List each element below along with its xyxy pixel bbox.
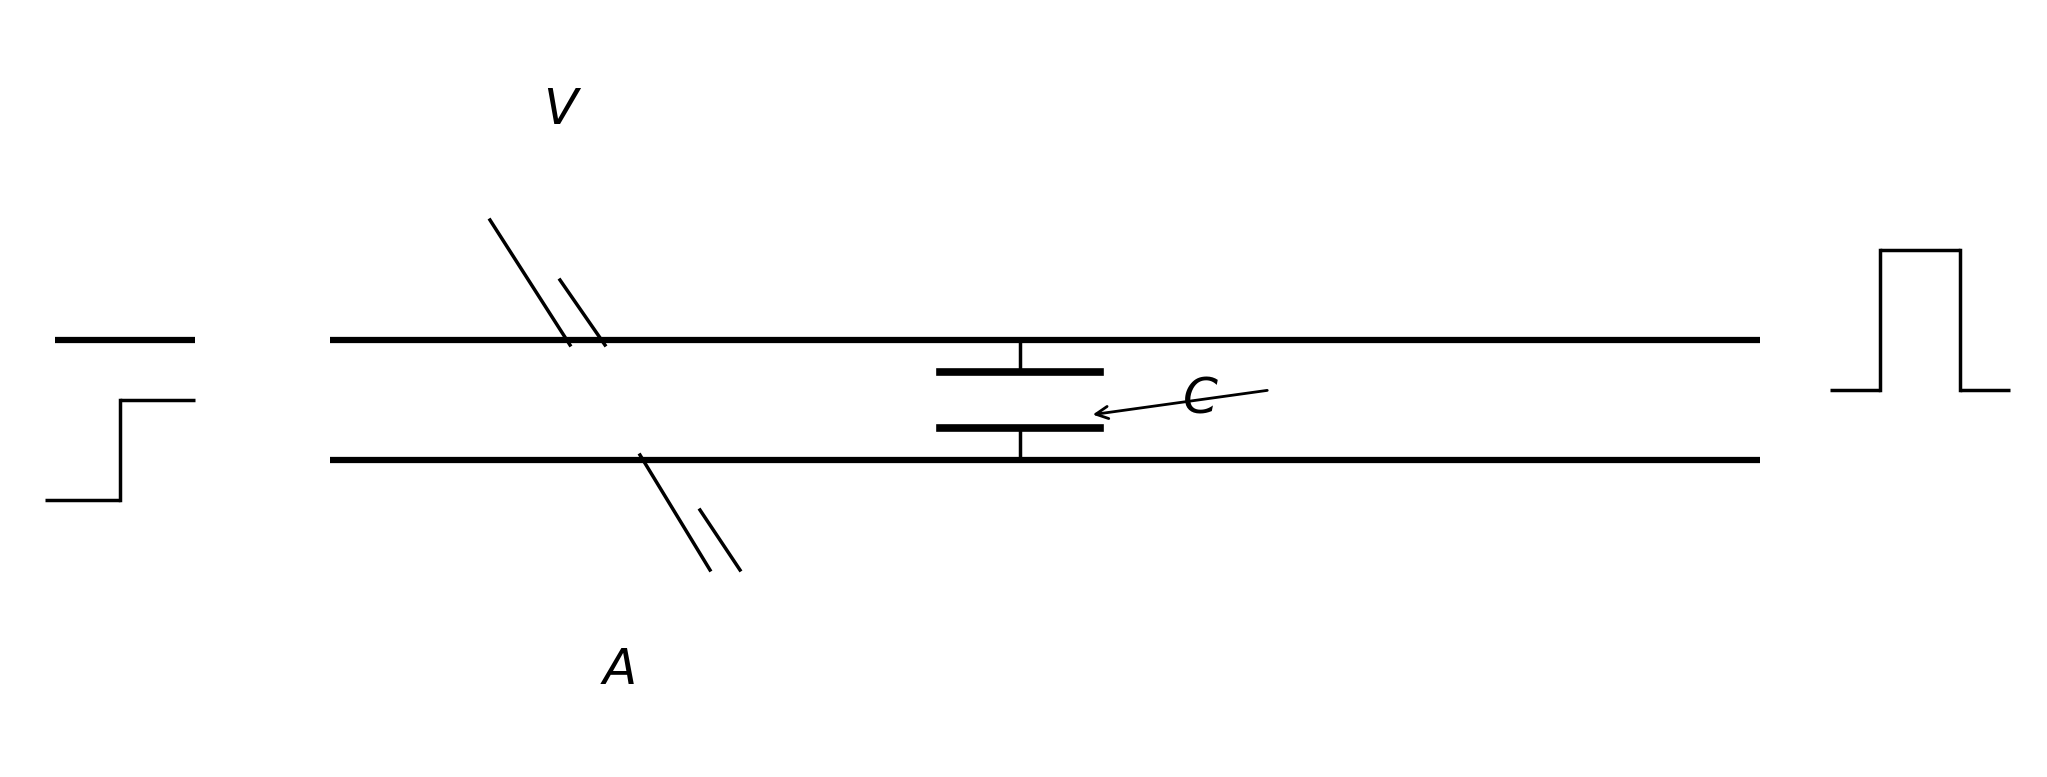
Text: C: C — [1183, 376, 1218, 424]
Text: A: A — [604, 646, 637, 694]
Text: V: V — [542, 86, 577, 134]
